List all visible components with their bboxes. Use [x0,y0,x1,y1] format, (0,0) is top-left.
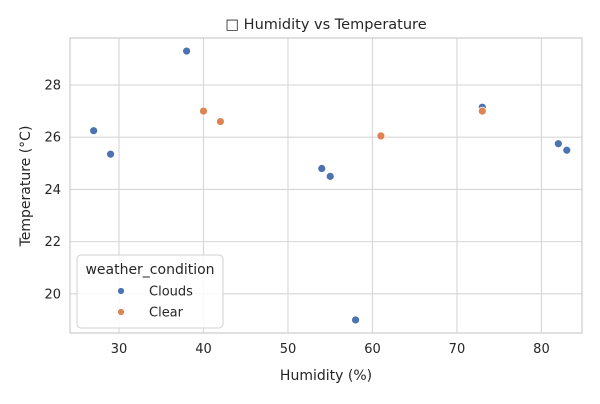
tick-labels: 30 40 50 60 70 80 20 22 24 26 28 [44,78,549,357]
legend-box [76,254,224,329]
legend: weather_condition Clouds Clear [76,254,224,329]
y-tick-label: 28 [44,78,61,93]
data-point-clear [477,106,487,116]
x-tick-label: 60 [364,342,381,357]
x-axis-label: Humidity (%) [280,368,372,384]
y-tick-label: 22 [44,235,61,250]
x-tick-label: 50 [280,342,297,357]
data-point-clouds [553,139,563,149]
legend-items: Clouds Clear [117,285,193,321]
data-point-clouds [182,46,191,56]
legend-label-clear: Clear [149,306,184,321]
plot-area-frame [69,37,583,334]
legend-marker-clouds [117,287,125,295]
y-tick-label: 20 [44,287,61,302]
data-point-clouds [325,171,335,181]
legend-label-clouds: Clouds [149,285,193,300]
y-tick-label: 24 [44,183,61,198]
data-point-clear [376,131,386,141]
y-axis-label: Temperature (°C) [18,126,34,248]
chart-title: □ Humidity vs Temperature [225,17,426,33]
y-tick-label: 26 [44,131,61,146]
data-point-clear [215,117,225,126]
data-point-clouds [562,145,572,155]
data-point-clear [199,106,208,116]
x-tick-label: 30 [111,342,128,357]
data-point-clouds [106,149,115,159]
legend-title: weather_condition [85,262,214,278]
data-point-clouds [317,164,327,173]
data-points [89,46,572,325]
data-point-clouds [89,126,99,136]
x-tick-label: 70 [449,342,466,357]
x-tick-label: 40 [195,342,212,357]
data-point-clouds [351,315,360,325]
legend-marker-clear [117,308,125,316]
x-tick-label: 80 [533,342,550,357]
